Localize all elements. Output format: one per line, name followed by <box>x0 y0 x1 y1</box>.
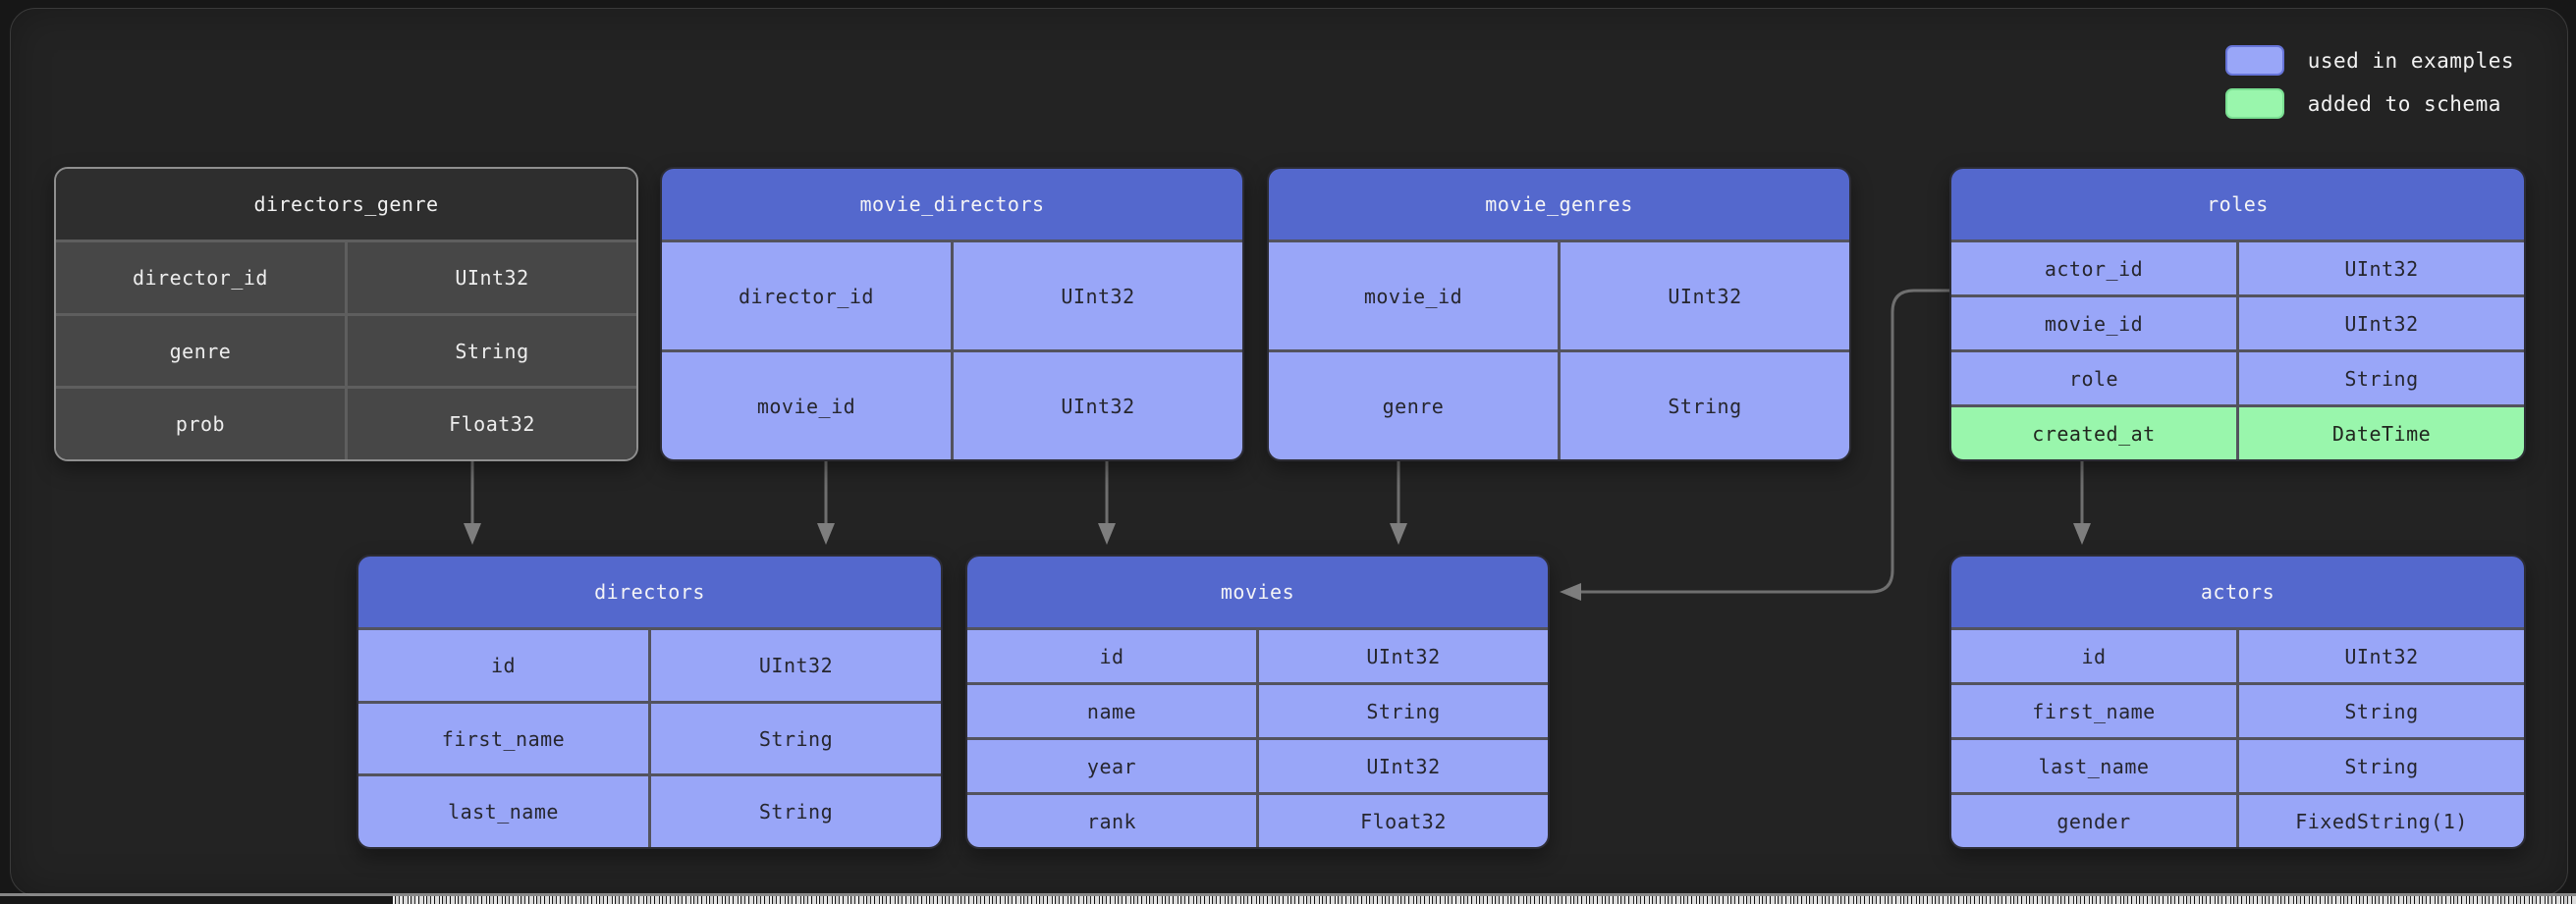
table-row: id UInt32 <box>1951 627 2524 682</box>
column-name: id <box>1951 630 2236 682</box>
page-bottom-divider <box>0 893 2576 896</box>
column-name: created_at <box>1951 407 2236 459</box>
table-row: year UInt32 <box>967 737 1548 792</box>
table-row: movie_id UInt32 <box>662 349 1242 459</box>
table-row: id UInt32 <box>967 627 1548 682</box>
column-name: last_name <box>1951 740 2236 792</box>
column-type: String <box>2236 740 2524 792</box>
table-movies: movies id UInt32 name String year UInt32… <box>965 555 1550 849</box>
table-movie_genres: movie_genres movie_id UInt32 genre Strin… <box>1267 167 1851 461</box>
column-type: UInt32 <box>1256 630 1548 682</box>
column-name: id <box>967 630 1256 682</box>
table-directors: directors id UInt32 first_name String la… <box>356 555 943 849</box>
column-name: director_id <box>56 242 345 313</box>
column-name: movie_id <box>1269 242 1558 349</box>
column-type: UInt32 <box>2236 630 2524 682</box>
column-type: UInt32 <box>2236 242 2524 294</box>
column-name: movie_id <box>662 352 951 459</box>
column-type: String <box>648 776 941 847</box>
column-type: UInt32 <box>951 352 1242 459</box>
column-type: UInt32 <box>1558 242 1849 349</box>
table-row-added-to-schema: created_at DateTime <box>1951 404 2524 459</box>
column-name: first_name <box>1951 685 2236 737</box>
column-name: actor_id <box>1951 242 2236 294</box>
column-type: Float32 <box>345 389 636 459</box>
table-header: directors_genre <box>56 169 636 239</box>
column-name: last_name <box>358 776 648 847</box>
table-row: prob Float32 <box>56 386 636 459</box>
table-row: actor_id UInt32 <box>1951 239 2524 294</box>
table-header: movie_genres <box>1269 169 1849 239</box>
table-roles: roles actor_id UInt32 movie_id UInt32 ro… <box>1949 167 2526 461</box>
table-title: movies <box>1220 580 1295 604</box>
table-row: genre String <box>1269 349 1849 459</box>
column-type: UInt32 <box>345 242 636 313</box>
table-title: directors <box>594 580 705 604</box>
legend-item-added-to-schema: added to schema <box>2224 88 2514 119</box>
column-type: UInt32 <box>648 630 941 701</box>
table-header: movie_directors <box>662 169 1242 239</box>
table-row: rank Float32 <box>967 792 1548 847</box>
column-name: prob <box>56 389 345 459</box>
column-type: String <box>648 703 941 774</box>
column-type: String <box>2236 685 2524 737</box>
column-name: movie_id <box>1951 297 2236 349</box>
column-type: UInt32 <box>951 242 1242 349</box>
table-row: genre String <box>56 312 636 387</box>
column-type: Float32 <box>1256 795 1548 847</box>
column-name: gender <box>1951 795 2236 847</box>
table-row: movie_id UInt32 <box>1269 239 1849 349</box>
column-name: first_name <box>358 703 648 774</box>
column-name: name <box>967 685 1256 737</box>
table-row: first_name String <box>358 700 941 774</box>
column-type: UInt32 <box>2236 297 2524 349</box>
table-movie_directors: movie_directors director_id UInt32 movie… <box>660 167 1244 461</box>
green-swatch-icon <box>2224 88 2284 119</box>
table-header: roles <box>1951 169 2524 239</box>
table-row: movie_id UInt32 <box>1951 294 2524 349</box>
legend-item-used-in-examples: used in examples <box>2224 45 2514 76</box>
column-type: UInt32 <box>1256 740 1548 792</box>
table-row: first_name String <box>1951 682 2524 737</box>
table-actors: actors id UInt32 first_name String last_… <box>1949 555 2526 849</box>
table-header: movies <box>967 557 1548 627</box>
table-row: last_name String <box>1951 737 2524 792</box>
blue-swatch-icon <box>2224 45 2284 76</box>
table-row: role String <box>1951 349 2524 404</box>
table-row: director_id UInt32 <box>56 239 636 313</box>
page-bottom-artifact <box>393 896 2576 904</box>
legend-label: added to schema <box>2307 91 2501 116</box>
table-row: last_name String <box>358 773 941 847</box>
table-title: directors_genre <box>253 192 439 216</box>
table-title: roles <box>2207 192 2269 216</box>
legend-label: used in examples <box>2307 48 2514 73</box>
table-header: actors <box>1951 557 2524 627</box>
column-type: FixedString(1) <box>2236 795 2524 847</box>
table-title: movie_genres <box>1485 192 1633 216</box>
table-row: director_id UInt32 <box>662 239 1242 349</box>
table-title: actors <box>2200 580 2275 604</box>
column-type: String <box>1256 685 1548 737</box>
column-name: year <box>967 740 1256 792</box>
column-name: id <box>358 630 648 701</box>
table-row: name String <box>967 682 1548 737</box>
table-row: id UInt32 <box>358 627 941 701</box>
column-type: DateTime <box>2236 407 2524 459</box>
column-type: String <box>1558 352 1849 459</box>
column-name: genre <box>1269 352 1558 459</box>
column-name: director_id <box>662 242 951 349</box>
column-type: String <box>345 315 636 387</box>
column-name: rank <box>967 795 1256 847</box>
table-row: gender FixedString(1) <box>1951 792 2524 847</box>
table-header: directors <box>358 557 941 627</box>
column-type: String <box>2236 352 2524 404</box>
column-name: role <box>1951 352 2236 404</box>
table-title: movie_directors <box>859 192 1045 216</box>
column-name: genre <box>56 315 345 387</box>
legend: used in examples added to schema <box>2224 45 2514 119</box>
table-directors_genre: directors_genre director_id UInt32 genre… <box>54 167 638 461</box>
